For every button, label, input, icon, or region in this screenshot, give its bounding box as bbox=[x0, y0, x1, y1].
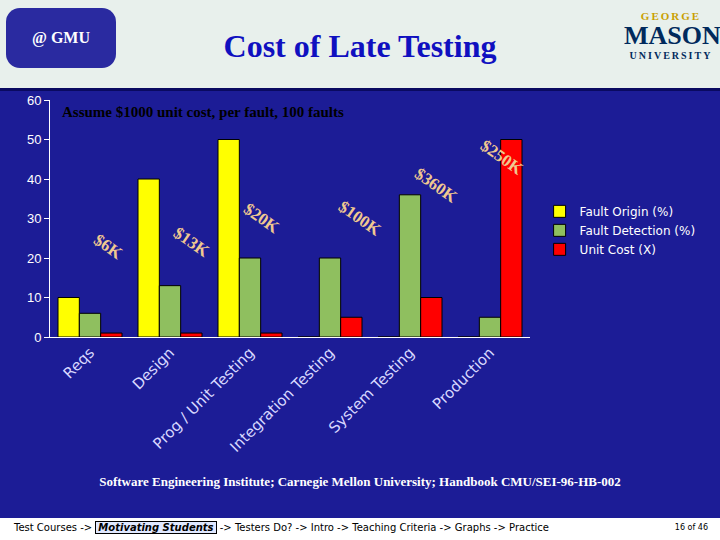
svg-text:Fault Origin (%): Fault Origin (%) bbox=[580, 205, 673, 219]
svg-text:System Testing: System Testing bbox=[325, 344, 418, 437]
svg-text:Prog / Unit Testing: Prog / Unit Testing bbox=[149, 344, 258, 453]
html-text:@ GMU: @ GMU bbox=[32, 29, 90, 46]
svg-text:0: 0 bbox=[34, 330, 41, 345]
svg-text:$360K: $360K bbox=[411, 164, 461, 207]
html-text:Test Courses -> Motivating Stu: Test Courses -> Motivating Students -> T… bbox=[14, 522, 549, 533]
html-text:Software Engineering Institute: Software Engineering Institute; Carnegie… bbox=[99, 474, 621, 489]
svg-text:Reqs: Reqs bbox=[60, 344, 99, 383]
svg-text:20: 20 bbox=[27, 251, 41, 266]
svg-text:10: 10 bbox=[27, 290, 41, 305]
html-text:16 of 46: 16 of 46 bbox=[674, 523, 708, 532]
svg-text:Integration Testing: Integration Testing bbox=[226, 344, 338, 456]
svg-text:50: 50 bbox=[27, 132, 41, 147]
svg-text:Assume $1000 unit cost, per fa: Assume $1000 unit cost, per fault, 100 f… bbox=[62, 104, 344, 120]
svg-text:$20K: $20K bbox=[240, 199, 283, 237]
svg-text:$250K: $250K bbox=[477, 136, 527, 179]
svg-text:$100K: $100K bbox=[335, 197, 385, 240]
svg-text:$6K: $6K bbox=[90, 230, 126, 263]
svg-text:60: 60 bbox=[27, 93, 41, 108]
html-text:MASON: MASON bbox=[624, 21, 720, 50]
html-text:Cost of Late Testing: Cost of Late Testing bbox=[223, 28, 497, 64]
svg-text:40: 40 bbox=[27, 172, 41, 187]
svg-text:Design: Design bbox=[129, 344, 178, 393]
svg-text:$13K: $13K bbox=[170, 223, 213, 261]
html-text:GEORGE: GEORGE bbox=[640, 10, 702, 22]
svg-text:Production: Production bbox=[429, 344, 498, 413]
svg-text:30: 30 bbox=[27, 211, 41, 226]
html-text:UNIVERSITY: UNIVERSITY bbox=[629, 50, 713, 61]
svg-text:Fault Detection (%): Fault Detection (%) bbox=[580, 224, 696, 238]
svg-text:Unit Cost (X): Unit Cost (X) bbox=[580, 243, 656, 257]
